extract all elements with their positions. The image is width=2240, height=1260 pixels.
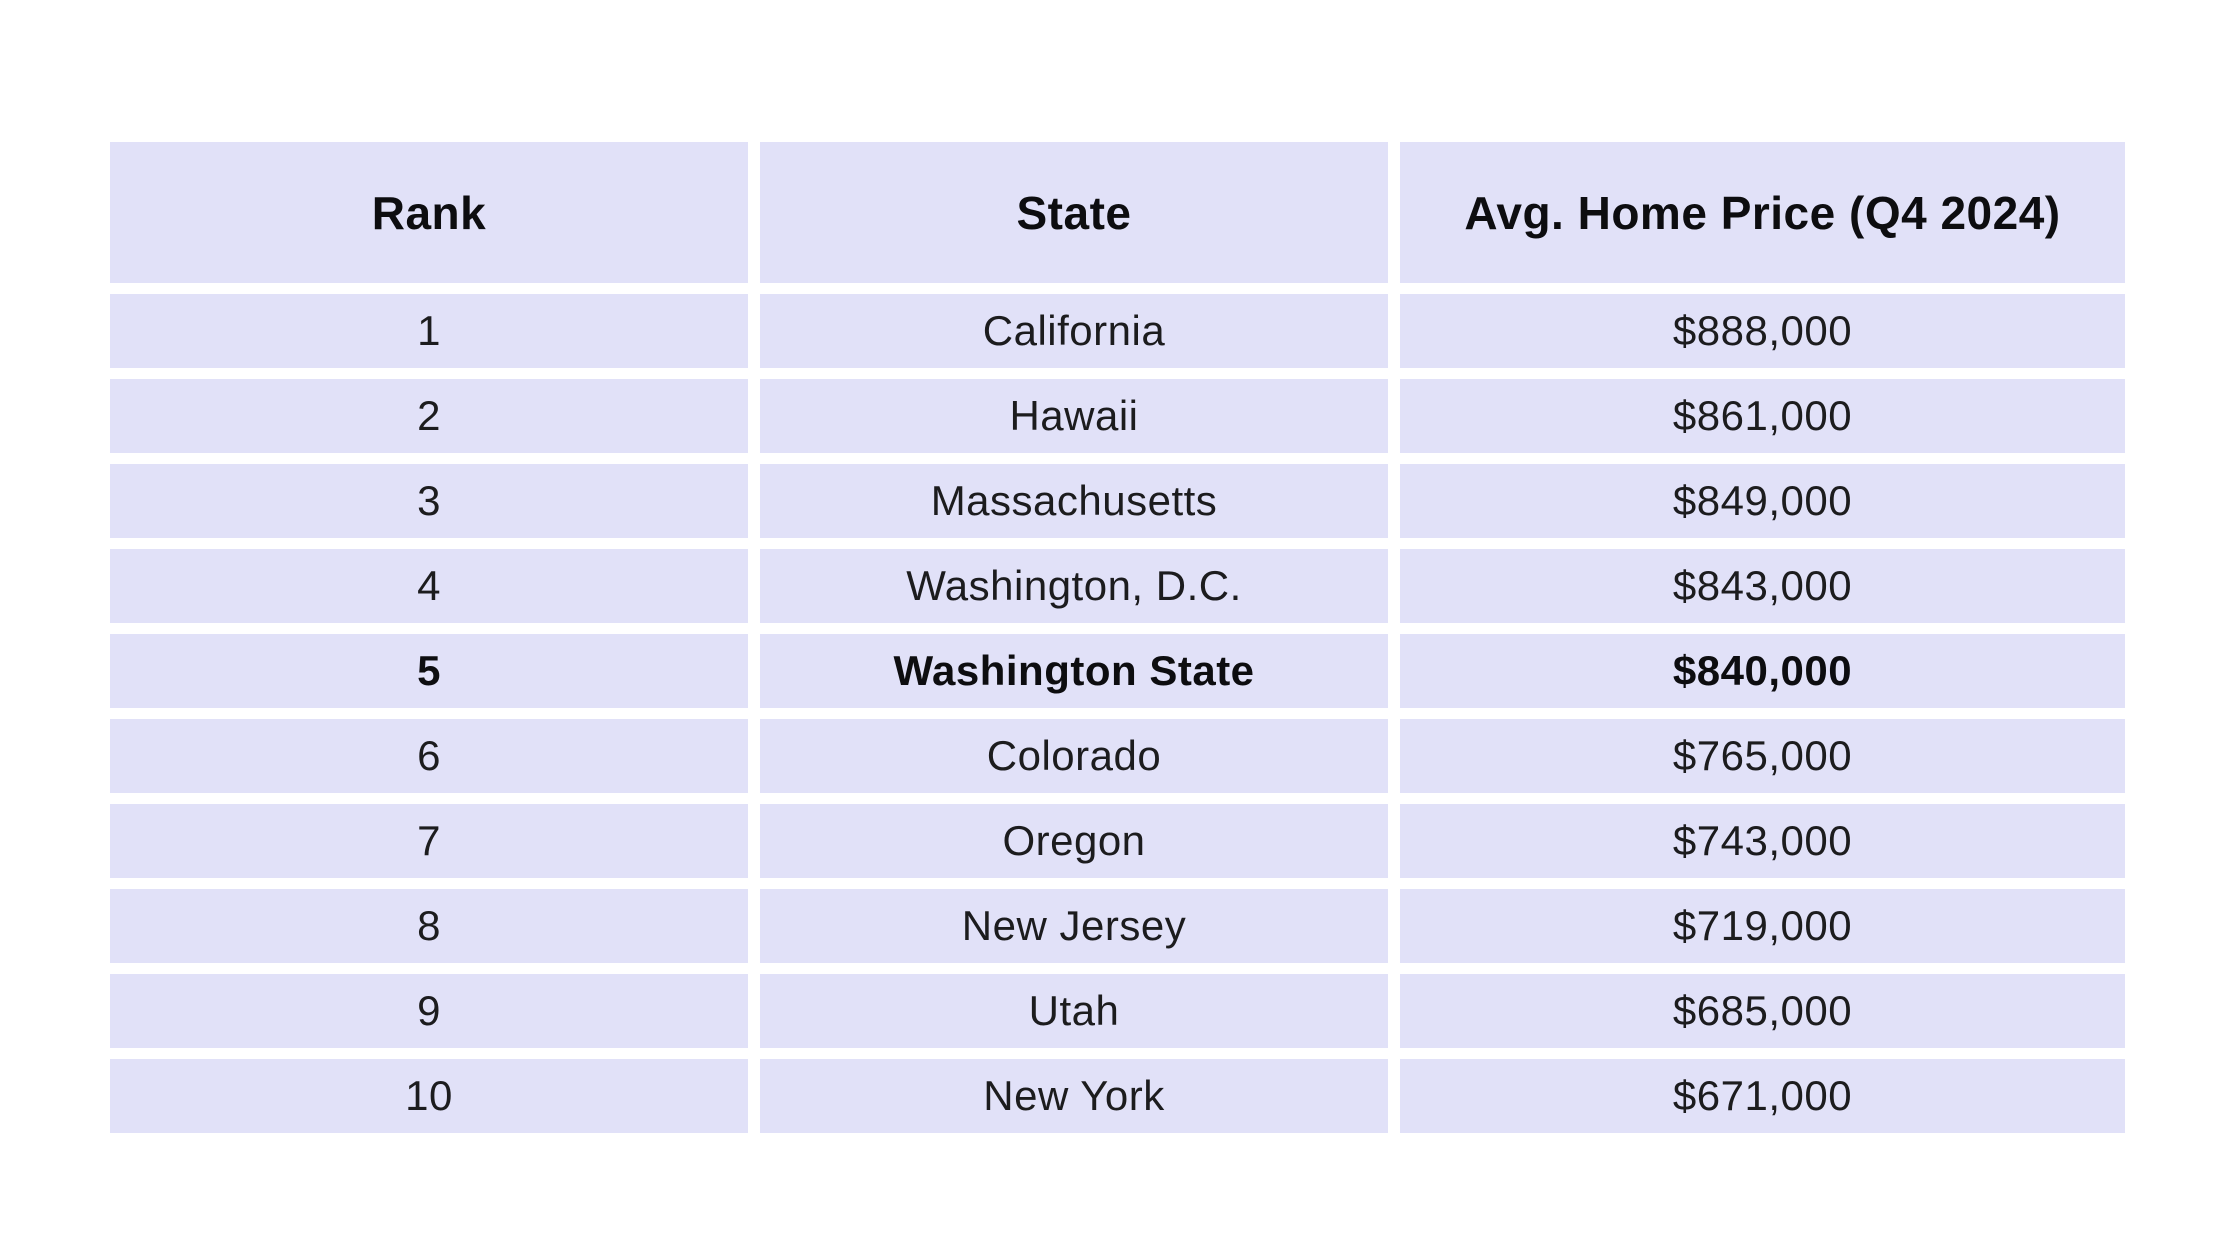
price-cell: $719,000 [1400,889,2125,963]
rank-cell: 5 [110,634,748,708]
price-cell: $671,000 [1400,1059,2125,1133]
price-cell: $743,000 [1400,804,2125,878]
state-cell: Colorado [760,719,1388,793]
price-cell: $843,000 [1400,549,2125,623]
rank-cell: 7 [110,804,748,878]
state-cell: Washington, D.C. [760,549,1388,623]
rank-cell: 3 [110,464,748,538]
home-price-table: Rank State Avg. Home Price (Q4 2024) 1 C… [110,142,2125,1133]
column-header-rank: Rank [110,142,748,283]
column-header-avg-home-price: Avg. Home Price (Q4 2024) [1400,142,2125,283]
rank-cell: 8 [110,889,748,963]
price-cell: $849,000 [1400,464,2125,538]
column-header-state: State [760,142,1388,283]
rank-cell: 2 [110,379,748,453]
state-cell: Hawaii [760,379,1388,453]
state-cell: California [760,294,1388,368]
price-cell: $840,000 [1400,634,2125,708]
state-cell: New Jersey [760,889,1388,963]
price-cell: $765,000 [1400,719,2125,793]
rank-cell: 6 [110,719,748,793]
rank-cell: 1 [110,294,748,368]
price-cell: $685,000 [1400,974,2125,1048]
price-cell: $861,000 [1400,379,2125,453]
state-cell: Massachusetts [760,464,1388,538]
rank-cell: 9 [110,974,748,1048]
rank-cell: 4 [110,549,748,623]
state-cell: New York [760,1059,1388,1133]
state-cell: Washington State [760,634,1388,708]
state-cell: Oregon [760,804,1388,878]
rank-cell: 10 [110,1059,748,1133]
price-cell: $888,000 [1400,294,2125,368]
state-cell: Utah [760,974,1388,1048]
